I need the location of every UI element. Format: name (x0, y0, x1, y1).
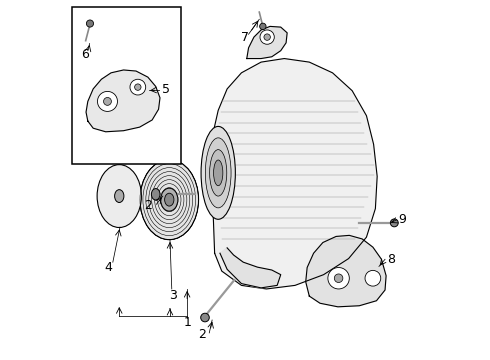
Ellipse shape (143, 163, 196, 236)
Ellipse shape (391, 219, 398, 227)
Ellipse shape (148, 170, 191, 229)
Ellipse shape (161, 188, 177, 211)
Ellipse shape (210, 150, 227, 196)
Ellipse shape (260, 23, 266, 30)
Ellipse shape (151, 189, 160, 200)
Ellipse shape (98, 91, 118, 111)
Ellipse shape (334, 274, 343, 283)
Ellipse shape (140, 159, 198, 240)
Polygon shape (306, 235, 386, 307)
Polygon shape (220, 248, 281, 288)
Text: 4: 4 (104, 261, 113, 274)
Ellipse shape (201, 126, 235, 219)
Text: 8: 8 (388, 253, 395, 266)
Ellipse shape (201, 313, 209, 322)
Ellipse shape (158, 185, 180, 215)
Ellipse shape (214, 160, 223, 186)
Ellipse shape (153, 177, 185, 222)
Text: 1: 1 (183, 316, 191, 329)
Ellipse shape (130, 79, 146, 95)
Text: 5: 5 (162, 84, 170, 96)
Ellipse shape (86, 20, 94, 27)
Ellipse shape (135, 84, 141, 90)
Polygon shape (211, 59, 377, 289)
Text: 9: 9 (398, 213, 406, 226)
Text: 6: 6 (81, 48, 89, 61)
Ellipse shape (205, 138, 231, 208)
Ellipse shape (165, 193, 174, 206)
Ellipse shape (328, 267, 349, 289)
Bar (72, 7, 181, 164)
Polygon shape (247, 26, 287, 59)
Ellipse shape (365, 270, 381, 286)
Ellipse shape (161, 188, 178, 211)
Polygon shape (86, 70, 160, 132)
Text: 2: 2 (198, 328, 206, 341)
Ellipse shape (260, 30, 274, 44)
Ellipse shape (156, 181, 183, 218)
Ellipse shape (140, 159, 198, 240)
Text: 2: 2 (144, 198, 152, 212)
Ellipse shape (115, 190, 124, 203)
Ellipse shape (97, 165, 142, 228)
Ellipse shape (150, 174, 188, 225)
Text: 7: 7 (241, 31, 249, 44)
Ellipse shape (103, 98, 111, 105)
Text: 3: 3 (169, 288, 177, 302)
Ellipse shape (264, 34, 270, 40)
Ellipse shape (145, 167, 193, 233)
